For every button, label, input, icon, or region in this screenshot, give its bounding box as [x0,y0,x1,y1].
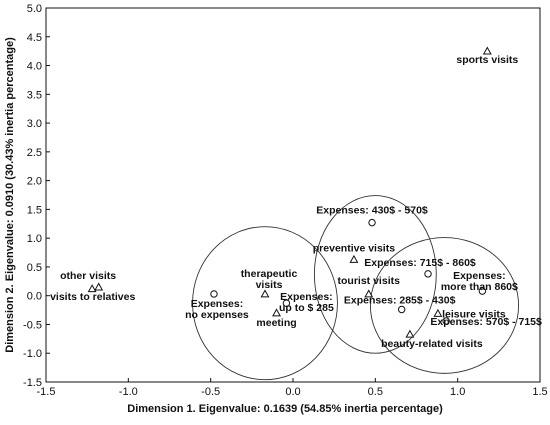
point-triangle-marker [364,289,374,298]
point-label: Expenses: up to $ 285 [279,291,334,314]
y-axis-title: Dimension 2. Eigenvalue: 0.0910 (30.43% … [4,37,16,353]
point-label: tourist visits [338,275,401,287]
point-label-line: meeting [256,317,296,329]
point-triangle-marker [87,284,97,293]
y-tick-label: 3.0 [27,118,42,130]
point-label-line: more than 860$ [441,281,518,293]
point-triangle-marker [349,254,359,263]
point-label: meeting [256,317,296,329]
point-label-line: tourist visits [338,275,401,287]
y-tick-label: 5.0 [27,3,42,15]
data-points [87,46,492,338]
point-triangle-marker [272,308,281,317]
point-label-line: Expenses: 430$ - 570$ [316,205,428,217]
y-tick-label: 4.0 [27,61,42,73]
point-circle-marker [397,305,406,314]
point-label-line: preventive visits [313,242,395,254]
point-label: Expenses: 285$ - 430$ [344,295,456,307]
point-label: visits to relatives [50,291,135,303]
point-circle-marker [442,317,450,325]
point-label-line: leisure visits [442,309,506,321]
y-tick-label: 2.5 [27,147,42,159]
point-label: Expenses: 715$ - 860$ [364,257,476,269]
point-label: preventive visits [313,242,395,254]
x-axis-ticks: -1.5 -1.0 -0.5 0.0 0.5 1.0 1.5 [37,378,548,398]
point-label: beauty-related visits [381,338,483,350]
point-label-line: beauty-related visits [381,338,483,350]
x-tick-label: -0.5 [201,386,220,398]
point-label-line: no expenses [185,309,249,321]
point-label-line: visits to relatives [50,291,135,303]
y-tick-label: 1.0 [27,233,42,245]
y-tick-label: 2.0 [27,176,42,188]
point-circle-marker [424,270,432,278]
point-label: leisure visits [442,309,506,321]
y-tick-label: 4.5 [27,32,42,44]
point-label: Expenses: 570$ - 715$ [430,316,542,328]
x-tick-label: 1.0 [450,386,465,398]
point-label-line: Expenses: 715$ - 860$ [364,257,476,269]
point-circle-marker [282,299,291,307]
point-triangle-marker [482,46,492,55]
x-tick-label: 0.5 [368,386,383,398]
point-circle-marker [368,218,376,227]
cluster-ellipses [192,195,520,381]
point-label-line: Expenses: [453,270,506,282]
point-label-line: visits [256,279,283,291]
point-label-line: Expenses: [191,298,244,310]
x-tick-label: -1.0 [119,386,138,398]
point-label-line: Expenses: [280,291,333,303]
point-label: sports visits [456,54,518,66]
y-tick-label: -1.0 [23,348,42,360]
point-label: Expenses: more than 860$ [441,270,518,293]
y-tick-label: -1.5 [23,377,42,389]
point-label: Expenses: 430$ - 570$ [316,205,428,217]
y-tick-label: 0.0 [27,291,42,303]
point-triangle-marker [405,329,415,338]
x-tick-label: 0.0 [285,386,300,398]
x-axis-title: Dimension 1. Eigenvalue: 0.1639 (54.85% … [127,403,443,415]
point-triangle-marker [433,308,443,317]
point-label: Expenses: no expenses [185,298,249,321]
y-tick-label: -0.5 [23,319,42,331]
point-label-line: therapeutic [241,268,298,280]
cluster-ellipse [369,237,520,374]
point-label-line: sports visits [456,54,518,66]
point-triangle-marker [94,282,104,291]
y-tick-label: 0.5 [27,262,42,274]
point-triangle-marker [260,289,270,298]
cluster-ellipse [192,226,338,381]
point-label: therapeutic visits [241,268,298,291]
point-circle-marker [478,287,487,295]
cluster-ellipse [313,195,437,354]
point-label: other visits [60,270,116,282]
point-labels: sports visits other visits visits to relat… [50,54,542,350]
y-tick-label: 1.5 [27,204,42,216]
point-label-line: up to $ 285 [279,302,334,314]
y-axis-ticks: -1.5 -1.0 -0.5 0.0 0.5 1.0 1.5 2.0 2.5 3.0 3.5 4.0 4… [23,3,50,389]
point-label-line: other visits [60,270,116,282]
x-tick-label: -1.5 [37,386,56,398]
point-label-line: Expenses: 570$ - 715$ [430,316,542,328]
point-label-line: Expenses: 285$ - 430$ [344,295,456,307]
x-tick-label: 1.5 [532,386,547,398]
point-circle-marker [210,290,218,298]
y-tick-label: 3.5 [27,89,42,101]
